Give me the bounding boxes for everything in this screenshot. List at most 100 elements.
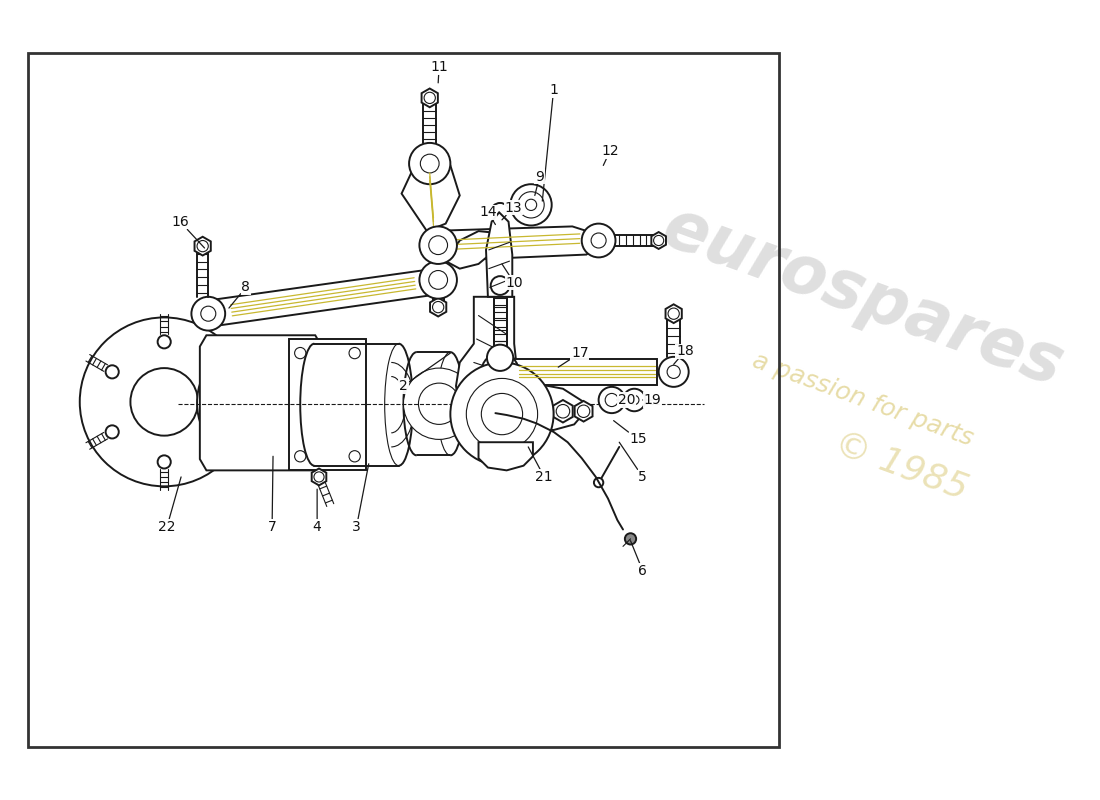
Text: a passion for parts: a passion for parts: [749, 349, 977, 451]
Circle shape: [418, 383, 460, 424]
Text: 16: 16: [172, 214, 205, 248]
Polygon shape: [492, 350, 509, 370]
Text: 5: 5: [619, 442, 647, 484]
Text: © 1985: © 1985: [829, 426, 972, 506]
Text: 20: 20: [617, 393, 636, 407]
Text: 11: 11: [430, 60, 448, 83]
Text: 2: 2: [399, 353, 450, 393]
Text: 10: 10: [502, 264, 522, 290]
Circle shape: [492, 363, 508, 380]
Circle shape: [494, 354, 506, 366]
Circle shape: [404, 368, 475, 439]
Circle shape: [253, 346, 268, 362]
Polygon shape: [446, 231, 497, 269]
Polygon shape: [500, 358, 657, 385]
Circle shape: [466, 378, 538, 450]
Text: 12: 12: [601, 144, 618, 166]
Circle shape: [253, 444, 268, 459]
Circle shape: [211, 371, 227, 386]
Circle shape: [659, 357, 689, 387]
Text: 18: 18: [673, 344, 694, 364]
Polygon shape: [666, 304, 682, 323]
Circle shape: [668, 308, 680, 319]
Polygon shape: [553, 400, 573, 422]
Text: 8: 8: [229, 281, 251, 308]
Text: eurospares: eurospares: [653, 194, 1072, 400]
Circle shape: [210, 366, 223, 378]
Polygon shape: [456, 297, 542, 442]
Circle shape: [296, 371, 310, 386]
Polygon shape: [651, 232, 666, 249]
Text: 22: 22: [158, 477, 182, 534]
Circle shape: [510, 184, 552, 226]
Circle shape: [210, 426, 223, 438]
Circle shape: [420, 154, 439, 173]
Circle shape: [197, 339, 324, 466]
Circle shape: [578, 405, 590, 418]
Circle shape: [191, 297, 225, 330]
Circle shape: [157, 455, 170, 469]
Polygon shape: [402, 163, 460, 231]
Circle shape: [157, 335, 170, 348]
Circle shape: [131, 368, 198, 436]
Circle shape: [450, 362, 553, 466]
Polygon shape: [574, 401, 593, 422]
Circle shape: [591, 233, 606, 248]
Polygon shape: [427, 226, 598, 261]
Text: 3: 3: [352, 464, 368, 534]
Circle shape: [197, 241, 208, 252]
Circle shape: [557, 405, 570, 418]
Text: 15: 15: [614, 421, 647, 446]
Circle shape: [295, 450, 306, 462]
Circle shape: [425, 92, 436, 103]
Text: 13: 13: [502, 201, 522, 220]
Polygon shape: [195, 237, 211, 255]
Circle shape: [598, 387, 625, 413]
Circle shape: [296, 420, 310, 434]
Text: 19: 19: [642, 393, 661, 407]
Polygon shape: [532, 383, 585, 430]
Circle shape: [409, 143, 450, 184]
Text: 14: 14: [480, 206, 497, 225]
Circle shape: [106, 366, 119, 378]
Polygon shape: [200, 335, 322, 470]
Text: 9: 9: [535, 170, 543, 195]
Circle shape: [419, 261, 456, 298]
Polygon shape: [486, 212, 513, 297]
Text: 6: 6: [630, 541, 647, 578]
Circle shape: [526, 199, 537, 210]
Circle shape: [231, 373, 290, 433]
Circle shape: [667, 366, 680, 378]
Polygon shape: [207, 267, 455, 326]
Text: 1: 1: [542, 83, 558, 201]
Polygon shape: [430, 298, 447, 317]
Circle shape: [629, 395, 639, 405]
Circle shape: [605, 394, 618, 406]
Circle shape: [429, 236, 448, 254]
Circle shape: [491, 276, 509, 295]
Circle shape: [623, 389, 646, 411]
Circle shape: [625, 534, 636, 545]
Circle shape: [349, 450, 361, 462]
Circle shape: [494, 236, 506, 249]
Text: 17: 17: [559, 346, 588, 367]
Circle shape: [432, 302, 443, 313]
Circle shape: [419, 226, 456, 264]
Circle shape: [482, 394, 522, 434]
Circle shape: [518, 192, 544, 218]
Circle shape: [80, 318, 249, 486]
Polygon shape: [421, 89, 438, 107]
Circle shape: [582, 224, 616, 258]
Circle shape: [482, 353, 519, 390]
Polygon shape: [492, 232, 509, 253]
Text: 21: 21: [528, 447, 553, 484]
Circle shape: [594, 478, 603, 487]
Circle shape: [429, 270, 448, 290]
Polygon shape: [289, 339, 366, 470]
Circle shape: [487, 345, 514, 371]
Text: 7: 7: [267, 456, 276, 534]
Circle shape: [314, 472, 324, 482]
Circle shape: [349, 347, 361, 358]
Circle shape: [106, 426, 119, 438]
Circle shape: [295, 347, 306, 358]
